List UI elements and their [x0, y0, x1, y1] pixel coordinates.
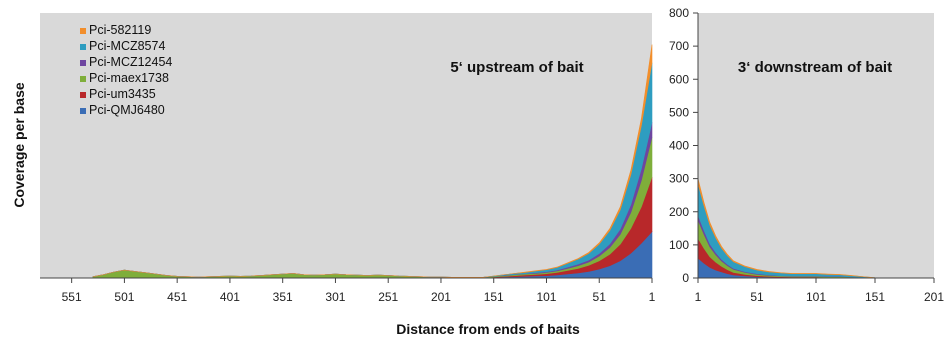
- x-tick-label-right: 151: [865, 290, 885, 304]
- x-tick-label-left: 501: [114, 290, 134, 304]
- left-panel-label: 5‘ upstream of bait: [450, 59, 583, 76]
- x-tick-label-left: 201: [431, 290, 451, 304]
- legend-label-pci-mcz8574: Pci-MCZ8574: [89, 39, 165, 53]
- y-tick-label: 500: [669, 105, 689, 119]
- legend-label-pci-maex1738: Pci-maex1738: [89, 71, 169, 85]
- x-tick-label-left: 1: [649, 290, 656, 304]
- x-tick-label-right: 101: [806, 290, 826, 304]
- legend: Pci-582119 Pci-MCZ8574 Pci-MCZ12454 Pci-mae…: [80, 23, 172, 117]
- y-tick-label: 600: [669, 72, 689, 86]
- legend-swatch-pci-mcz12454: [80, 60, 86, 66]
- x-tick-label-left: 351: [273, 290, 293, 304]
- legend-label-pci-mcz12454: Pci-MCZ12454: [89, 55, 172, 69]
- y-tick-label: 300: [669, 172, 689, 186]
- x-axis-title: Distance from ends of baits: [396, 321, 580, 337]
- y-axis-title: Coverage per base: [11, 82, 27, 207]
- x-tick-label-left: 401: [220, 290, 240, 304]
- left-plot-area: [40, 13, 652, 278]
- x-tick-label-left: 251: [378, 290, 398, 304]
- legend-label-pci-582119: Pci-582119: [89, 23, 151, 37]
- y-tick-label: 400: [669, 139, 689, 153]
- x-tick-label-left: 451: [167, 290, 187, 304]
- legend-swatch-pci-um3435: [80, 92, 86, 98]
- x-tick-label-left: 551: [62, 290, 82, 304]
- x-tick-label-left: 151: [484, 290, 504, 304]
- area-left-pci-582119: [92, 44, 653, 278]
- y-tick-label: 0: [682, 271, 689, 285]
- right-plot-area: [698, 13, 934, 278]
- legend-swatch-pci-qmj6480: [80, 108, 86, 114]
- y-tick-label: 700: [669, 39, 689, 53]
- x-tick-label-right: 201: [924, 290, 944, 304]
- x-tick-label-left: 101: [536, 290, 556, 304]
- x-tick-label-right: 1: [695, 290, 702, 304]
- axes: [40, 12, 935, 283]
- y-tick-label: 800: [669, 6, 689, 20]
- legend-swatch-pci-maex1738: [80, 76, 86, 82]
- tick-labels: 551 501 451 401 351 301 251 201 151 101 51 1 1 51 101 1…: [62, 6, 945, 304]
- y-tick-label: 200: [669, 205, 689, 219]
- legend-swatch-pci-mcz8574: [80, 44, 86, 50]
- x-tick-label-right: 51: [750, 290, 764, 304]
- legend-swatch-pci-582119: [80, 28, 86, 34]
- x-tick-label-left: 51: [593, 290, 607, 304]
- legend-label-pci-qmj6480: Pci-QMJ6480: [89, 103, 165, 117]
- right-panel-label: 3‘ downstream of bait: [738, 59, 892, 76]
- legend-label-pci-um3435: Pci-um3435: [89, 87, 156, 101]
- y-tick-label: 100: [669, 238, 689, 252]
- x-tick-label-left: 301: [325, 290, 345, 304]
